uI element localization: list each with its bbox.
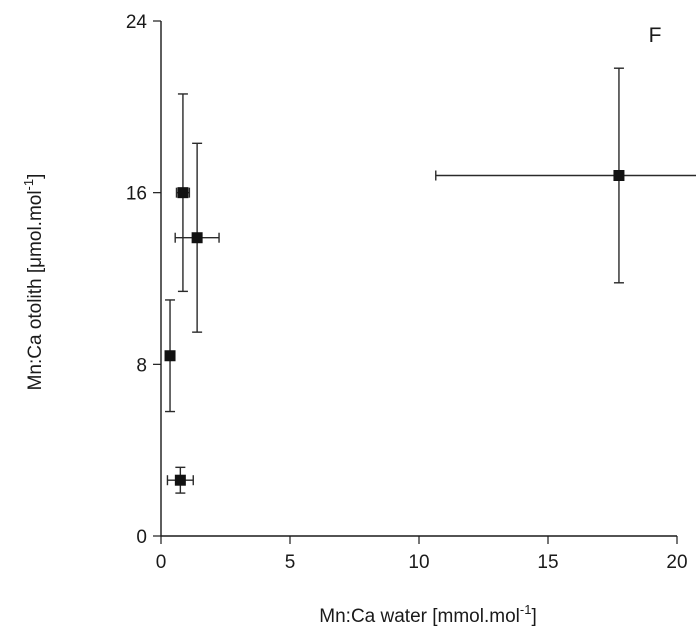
y-axis-label-superscript: -1 bbox=[21, 179, 36, 191]
x-axis-label-superscript: -1 bbox=[520, 602, 532, 617]
y-axis-label-unit: mol.mol bbox=[25, 190, 46, 257]
error-bars-layer bbox=[165, 67, 696, 494]
ticks-layer: 0 5 10 15 20 0 8 16 24 bbox=[126, 12, 688, 573]
y-tick-label: 24 bbox=[126, 12, 148, 33]
x-axis-label-main: Mn:Ca water [mmol.mol bbox=[319, 606, 520, 627]
x-axis-label-end: ] bbox=[531, 606, 536, 627]
y-tick-label: 0 bbox=[136, 527, 147, 548]
x-tick-label: 20 bbox=[666, 552, 687, 573]
y-axis-label-end: ] bbox=[25, 174, 46, 179]
x-tick-label: 5 bbox=[285, 552, 296, 573]
points-layer bbox=[164, 170, 625, 486]
y-axis-label-mu: μ bbox=[25, 257, 46, 268]
panel-label: F bbox=[649, 24, 662, 47]
x-axis-label: Mn:Ca water [mmol.mol-1] bbox=[319, 602, 536, 627]
data-point-marker bbox=[613, 170, 625, 181]
x-tick-label: 15 bbox=[537, 552, 558, 573]
y-axis-label: Mn:Ca otolith [μmol.mol-1] bbox=[21, 174, 46, 391]
axes-layer bbox=[160, 21, 677, 537]
y-axis-label-main: Mn:Ca otolith [ bbox=[25, 267, 46, 390]
data-point-marker bbox=[191, 232, 203, 244]
data-point-marker bbox=[174, 474, 186, 486]
x-tick-label: 0 bbox=[156, 552, 167, 573]
x-tick-label: 10 bbox=[408, 552, 429, 573]
data-point-marker bbox=[164, 350, 176, 362]
y-tick-label: 8 bbox=[136, 355, 147, 376]
data-point-marker bbox=[177, 187, 189, 199]
y-tick-label: 16 bbox=[126, 184, 147, 205]
